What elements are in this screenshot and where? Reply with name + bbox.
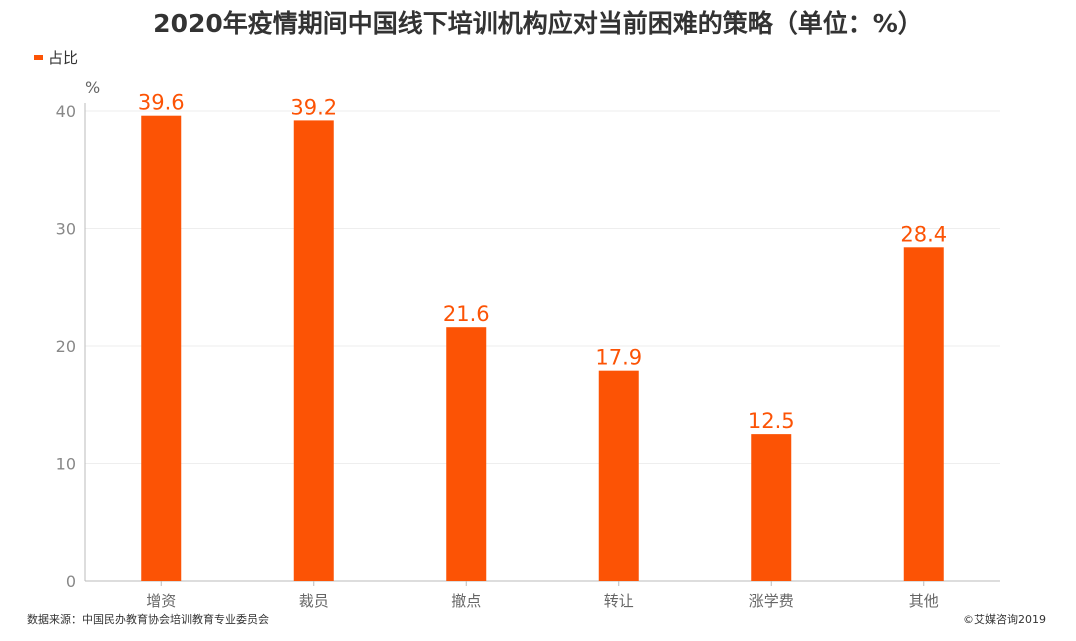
data-source-note: 数据来源：中国民办教育协会培训教育专业委员会 [27,613,269,626]
chart-title: 2020年疫情期间中国线下培训机构应对当前困难的策略（单位：%） [153,9,923,38]
bar [293,120,334,582]
data-label: 39.2 [290,95,337,119]
data-label: 39.6 [138,91,185,115]
legend: 占比 [34,47,78,67]
x-tick-label: 其他 [909,592,939,610]
x-tick-label: 撤点 [451,592,481,610]
data-label: 28.4 [900,222,947,246]
bar [903,247,944,582]
data-label: 17.9 [595,346,642,370]
x-tick-label: 涨学费 [749,592,794,610]
y-tick-label: 30 [56,220,76,239]
legend-label: 占比 [48,48,79,67]
data-label: 12.5 [748,409,795,433]
y-axis-unit-label: % [85,78,101,97]
y-tick-label: 10 [56,455,76,474]
x-tick-label: 增资 [146,592,176,610]
y-tick-label: 20 [56,337,76,356]
legend-swatch [34,54,43,60]
bar [141,115,182,581]
copyright-note: ©艾媒咨询2019 [963,613,1046,626]
bar [751,434,792,581]
y-tick-label: 40 [56,102,76,121]
bar [446,327,487,581]
x-tick-label: 转让 [604,592,634,610]
bar [598,370,639,581]
y-tick-label: 0 [66,572,76,591]
data-label: 21.6 [443,302,490,326]
x-tick-label: 裁员 [299,592,329,610]
